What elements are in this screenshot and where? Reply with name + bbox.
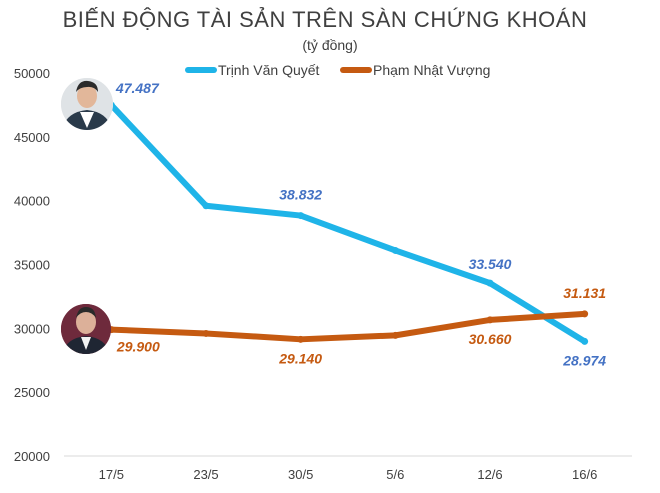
x-tick-label: 30/5	[288, 467, 313, 482]
data-label-trinh-van-quyet: 28.974	[562, 352, 606, 368]
y-tick-label: 50000	[14, 66, 50, 81]
data-point-pham-nhat-vuong	[486, 316, 494, 324]
y-tick-label: 20000	[14, 449, 50, 464]
data-point-trinh-van-quyet	[297, 212, 305, 220]
data-label-pham-nhat-vuong: 30.660	[469, 331, 512, 347]
x-tick-label: 12/6	[477, 467, 502, 482]
series-layer: 47.487 38.832 33.540 28.974 29.900 29.140 30.6…	[107, 80, 606, 368]
y-tick-label: 40000	[14, 194, 50, 209]
x-axis: 17/5 23/5 30/5 5/6 12/6 16/6	[99, 467, 598, 482]
data-label-pham-nhat-vuong: 31.131	[563, 285, 606, 301]
y-tick-label: 45000	[14, 130, 50, 145]
data-label-pham-nhat-vuong: 29.900	[116, 339, 160, 355]
x-tick-label: 17/5	[99, 467, 124, 482]
series-line-pham-nhat-vuong	[108, 310, 588, 343]
data-point-trinh-van-quyet	[391, 246, 399, 254]
chart-subtitle: (tỷ đồng)	[302, 37, 357, 53]
data-point-trinh-van-quyet	[202, 202, 210, 210]
y-tick-label: 35000	[14, 258, 50, 273]
data-point-pham-nhat-vuong	[391, 331, 399, 339]
x-tick-label: 5/6	[386, 467, 404, 482]
data-point-trinh-van-quyet	[581, 337, 589, 345]
data-label-trinh-van-quyet: 47.487	[115, 80, 160, 96]
data-point-pham-nhat-vuong	[581, 310, 589, 318]
series-line-trinh-van-quyet	[108, 102, 588, 345]
y-axis: 20000 25000 30000 35000 40000 45000 50000	[14, 66, 50, 464]
data-point-trinh-van-quyet	[486, 279, 494, 287]
y-tick-label: 25000	[14, 385, 50, 400]
legend-label-trinh-van-quyet: Trịnh Văn Quyết	[218, 62, 320, 78]
chart-title: BIẾN ĐỘNG TÀI SẢN TRÊN SÀN CHỨNG KHOÁN	[63, 7, 588, 32]
x-tick-label: 23/5	[193, 467, 218, 482]
legend: Trịnh Văn Quyết Phạm Nhật Vượng	[185, 62, 490, 78]
data-point-pham-nhat-vuong	[202, 329, 210, 337]
data-label-trinh-van-quyet: 38.832	[279, 187, 322, 203]
data-label-pham-nhat-vuong: 29.140	[278, 350, 322, 366]
x-tick-label: 16/6	[572, 467, 597, 482]
data-label-trinh-van-quyet: 33.540	[469, 256, 512, 272]
avatar-pham-nhat-vuong	[61, 304, 111, 354]
data-point-pham-nhat-vuong	[297, 335, 305, 343]
y-tick-label: 30000	[14, 321, 50, 336]
legend-label-pham-nhat-vuong: Phạm Nhật Vượng	[373, 62, 490, 78]
avatar-trinh-van-quyet	[61, 78, 113, 130]
